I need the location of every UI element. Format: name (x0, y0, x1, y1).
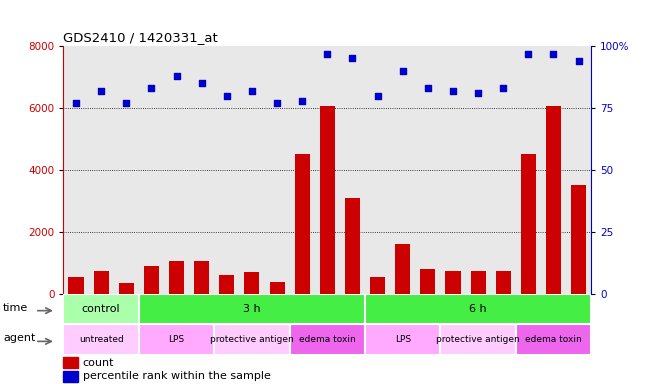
Text: GSM106391: GSM106391 (574, 294, 583, 339)
Text: GSM106427: GSM106427 (97, 294, 106, 339)
Bar (395, 244, 410, 294)
Text: protective antigen: protective antigen (210, 335, 294, 344)
Point (573, 58, 584, 64)
Text: GSM106393: GSM106393 (172, 294, 181, 339)
Text: edema toxin: edema toxin (299, 335, 355, 344)
Text: GSM106397: GSM106397 (424, 294, 432, 339)
Point (146, 85, 157, 91)
Bar (194, 261, 209, 294)
Text: untreated: untreated (79, 335, 124, 344)
Text: time: time (3, 303, 29, 313)
Text: count: count (83, 358, 114, 368)
Text: GSM106387: GSM106387 (323, 294, 332, 339)
Bar (516, 324, 591, 355)
Bar (290, 324, 365, 355)
Text: GSM106407: GSM106407 (499, 294, 508, 339)
Point (222, 93, 232, 99)
Point (322, 50, 333, 56)
Text: LPS: LPS (168, 335, 184, 344)
Text: GSM106386: GSM106386 (298, 294, 307, 339)
Bar (446, 271, 460, 294)
Point (523, 50, 534, 56)
Point (448, 88, 458, 94)
Point (473, 90, 484, 96)
Bar (320, 106, 335, 294)
Text: GSM106399: GSM106399 (222, 294, 231, 339)
Bar (571, 185, 586, 294)
Bar (345, 198, 360, 294)
Point (272, 100, 283, 106)
Bar (370, 277, 385, 294)
Point (372, 93, 383, 99)
Text: control: control (82, 304, 120, 314)
Point (297, 98, 307, 104)
Bar (470, 271, 486, 294)
Text: percentile rank within the sample: percentile rank within the sample (83, 371, 271, 381)
Text: GDS2410 / 1420331_at: GDS2410 / 1420331_at (63, 31, 218, 44)
Bar (244, 272, 259, 294)
Point (96, 88, 106, 94)
Bar (144, 266, 159, 294)
Point (397, 68, 408, 74)
Bar (63, 371, 78, 382)
Bar (169, 261, 184, 294)
Text: GSM106388: GSM106388 (348, 294, 357, 339)
Text: 3 h: 3 h (243, 304, 261, 314)
Bar (214, 324, 290, 355)
Bar (63, 324, 139, 355)
Bar (269, 282, 285, 294)
Bar (119, 283, 134, 294)
Text: LPS: LPS (395, 335, 411, 344)
Text: edema toxin: edema toxin (525, 335, 582, 344)
Text: GSM106389: GSM106389 (524, 294, 533, 339)
Text: GSM106428: GSM106428 (122, 294, 131, 339)
Bar (63, 294, 139, 324)
Bar (69, 277, 84, 294)
Text: GSM106402: GSM106402 (273, 294, 281, 339)
Bar (94, 271, 109, 294)
Text: GSM106394: GSM106394 (197, 294, 206, 339)
Text: GSM106392: GSM106392 (147, 294, 156, 339)
Text: GSM106390: GSM106390 (549, 294, 558, 339)
Text: GSM106396: GSM106396 (398, 294, 407, 339)
Text: protective antigen: protective antigen (436, 335, 520, 344)
Text: GSM106395: GSM106395 (373, 294, 382, 339)
Bar (546, 106, 561, 294)
Bar (365, 324, 440, 355)
Text: agent: agent (3, 333, 35, 343)
Bar (521, 154, 536, 294)
Text: GSM106426: GSM106426 (71, 294, 81, 339)
Point (347, 55, 358, 61)
Bar (139, 294, 365, 324)
Point (121, 100, 132, 106)
Bar (365, 294, 591, 324)
Point (71, 100, 81, 106)
Point (422, 85, 433, 91)
Text: GSM106405: GSM106405 (474, 294, 482, 339)
Bar (420, 269, 436, 294)
Point (246, 88, 257, 94)
Text: GSM106403: GSM106403 (448, 294, 458, 339)
Text: GSM106400: GSM106400 (247, 294, 257, 339)
Point (498, 85, 508, 91)
Bar (295, 154, 310, 294)
Bar (496, 271, 511, 294)
Point (171, 73, 182, 79)
Point (548, 50, 559, 56)
Bar (139, 324, 214, 355)
Point (196, 80, 207, 86)
Bar (63, 357, 78, 368)
Text: 6 h: 6 h (470, 304, 487, 314)
Bar (440, 324, 516, 355)
Bar (219, 275, 234, 294)
